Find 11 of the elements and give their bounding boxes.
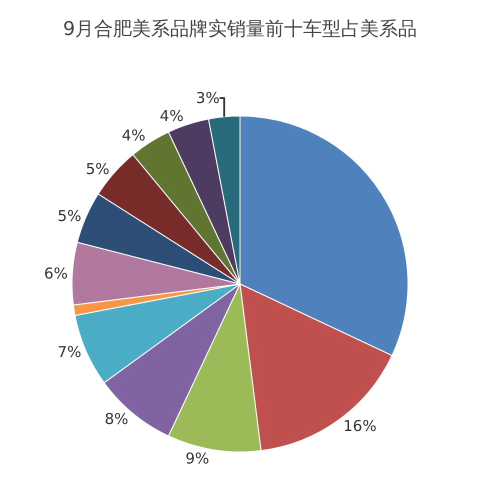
- data-label: 4%: [160, 107, 184, 126]
- data-label: 5%: [86, 160, 110, 178]
- data-label: 7%: [58, 343, 82, 362]
- chart-title: 9月合肥美系品牌实销量前十车型占美系品: [62, 18, 418, 40]
- data-label: 3%: [196, 89, 220, 108]
- data-label: 4%: [122, 126, 146, 145]
- data-label: 5%: [58, 206, 82, 225]
- data-label: 6%: [44, 264, 68, 282]
- data-label: 8%: [104, 410, 128, 428]
- data-label: 16%: [343, 416, 377, 435]
- data-label: 9%: [185, 450, 210, 468]
